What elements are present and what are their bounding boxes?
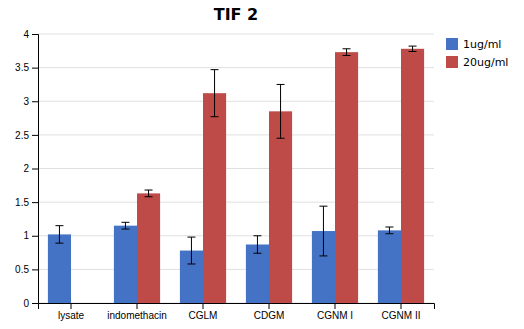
error-bar [385, 227, 393, 234]
y-tick: 2 [23, 163, 38, 174]
y-tick-label: 3 [23, 96, 29, 107]
x-tick-label: CGNM I [317, 310, 353, 321]
error-bar [319, 206, 327, 256]
x-tick-mark [269, 303, 270, 309]
bars [48, 46, 424, 303]
x-tick-label: CGNM II [382, 310, 421, 321]
x-tick: CGNM I [317, 303, 353, 321]
y-tick: 1 [23, 230, 38, 241]
x-tick: CDGM [254, 303, 285, 321]
y-tick-label: 0 [23, 298, 29, 309]
x-tick-mark [401, 303, 402, 309]
bar [335, 52, 358, 303]
x-tick-mark [71, 303, 72, 309]
error-bar [277, 84, 285, 138]
x-tick-label: CGLM [189, 310, 218, 321]
error-bar [55, 226, 63, 243]
y-tick-label: 3.5 [15, 62, 29, 73]
bar [378, 230, 401, 303]
y-tick-mark [32, 68, 38, 69]
error-bar [211, 70, 219, 117]
y-tick-label: 1 [23, 230, 29, 241]
error-bar [187, 237, 195, 264]
y-tick-label: 0.5 [15, 264, 29, 275]
x-tick-label: lysate [58, 310, 85, 321]
error-bar [253, 236, 261, 253]
legend-label: 20ug/ml [463, 56, 508, 69]
y-tick-mark [32, 303, 38, 304]
y-tick-label: 2.5 [15, 130, 29, 141]
series [137, 46, 424, 303]
y-tick-mark [32, 202, 38, 203]
error-bar [145, 190, 153, 197]
y-tick-mark [32, 101, 38, 102]
x-tick-mark [203, 303, 204, 309]
grid-line [38, 34, 434, 35]
y-tick-mark [32, 34, 38, 35]
legend-swatch [446, 38, 458, 50]
y-tick-mark [32, 169, 38, 170]
x-tick: CGNM II [382, 303, 421, 321]
y-tick-mark [32, 135, 38, 136]
chart: 0 0.5 1 1.5 2 2.5 3 3.5 4 lysate indomethacin CGLM C… [0, 0, 524, 329]
y-tick-label: 1.5 [15, 197, 29, 208]
grid-line [38, 134, 434, 135]
y-axis: 0 0.5 1 1.5 2 2.5 3 3.5 4 [15, 29, 38, 309]
error-bar [409, 46, 417, 51]
grid-line [38, 168, 434, 169]
y-tick: 0 [23, 298, 38, 309]
y-tick: 4 [23, 29, 38, 40]
legend-label: 1ug/ml [463, 38, 501, 51]
y-tick: 3.5 [15, 62, 38, 73]
y-tick-label: 2 [23, 163, 29, 174]
x-tick-label: indomethacin [107, 310, 166, 321]
legend-item: 1ug/ml [446, 38, 501, 51]
legend-swatch [446, 56, 458, 68]
x-tick-label: CDGM [254, 310, 285, 321]
grid-line [38, 101, 434, 102]
bar [137, 193, 160, 303]
plot: 0 0.5 1 1.5 2 2.5 3 3.5 4 lysate indomethacin CGLM C… [15, 29, 434, 321]
grid [38, 34, 434, 303]
bar [203, 93, 226, 303]
grid-line [38, 235, 434, 236]
bar [269, 111, 292, 303]
grid-line [38, 202, 434, 203]
y-tick-mark [32, 236, 38, 237]
title: TIF 2 [214, 5, 259, 24]
legend: 1ug/ml 20ug/ml [446, 38, 508, 69]
grid-line [38, 67, 434, 68]
y-tick-label: 4 [23, 29, 29, 40]
y-tick: 0.5 [15, 264, 38, 275]
y-tick: 2.5 [15, 130, 38, 141]
x-tick-mark [335, 303, 336, 309]
x-tick-mark [137, 303, 138, 309]
x-tick: CGLM [189, 303, 218, 321]
error-bar [121, 222, 129, 229]
y-axis-line [32, 35, 39, 304]
grid-line [38, 269, 434, 270]
x-tick: lysate [58, 303, 85, 321]
error-bar [343, 49, 351, 56]
bar [401, 49, 424, 303]
bar [114, 226, 137, 303]
y-tick: 1.5 [15, 197, 38, 208]
y-tick: 3 [23, 96, 38, 107]
legend-item: 20ug/ml [446, 56, 508, 69]
x-axis-line [39, 304, 435, 310]
x-axis: lysate indomethacin CGLM CDGM CGNM I CGNM II [39, 303, 435, 321]
y-tick-mark [32, 269, 38, 270]
x-tick: indomethacin [107, 303, 166, 321]
bar [48, 234, 71, 303]
